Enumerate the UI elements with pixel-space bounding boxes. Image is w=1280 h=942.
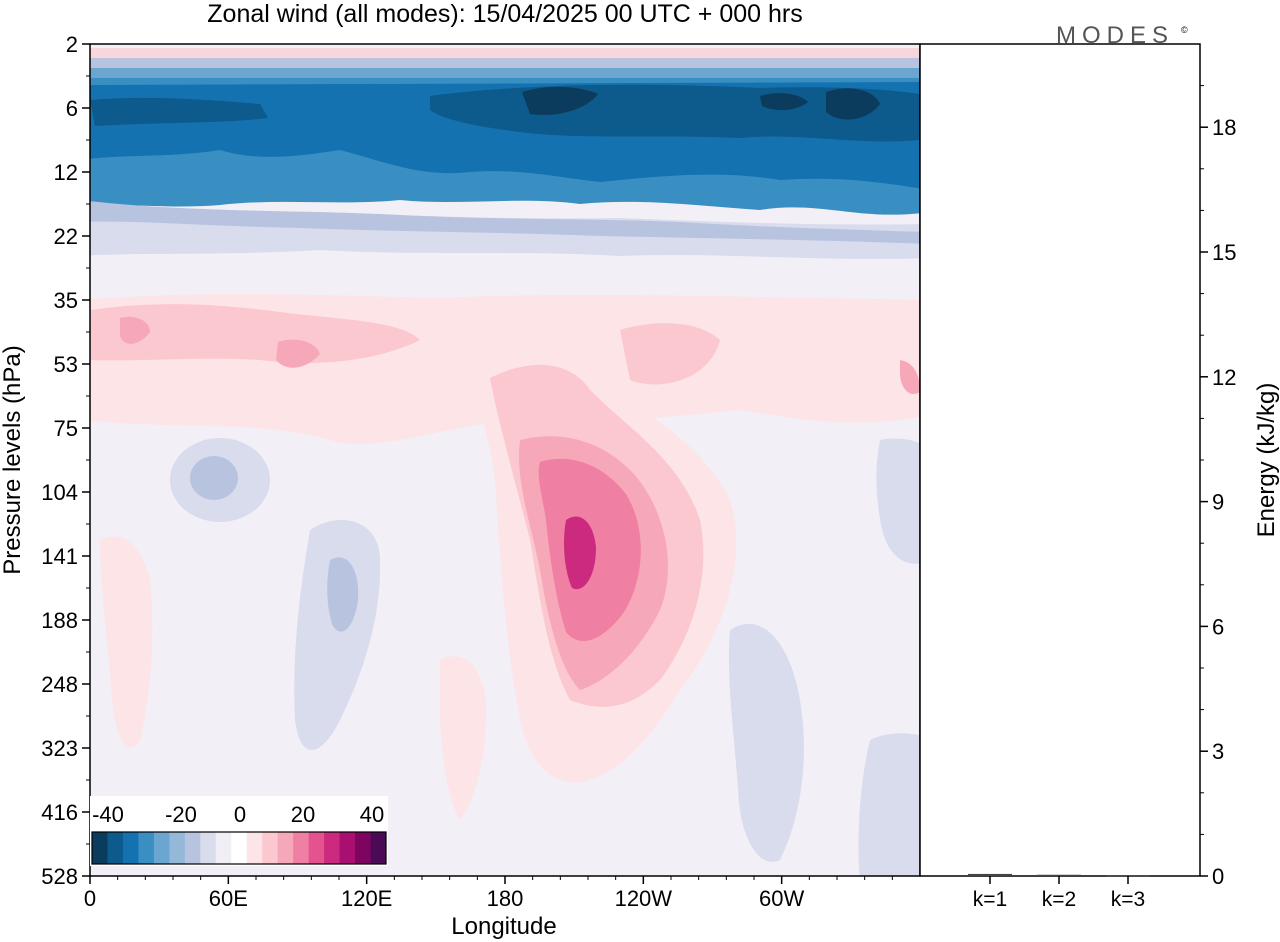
energy-bar-k=2 (1037, 874, 1081, 876)
band-transition-2 (90, 201, 920, 244)
pressure-tick-label: 35 (54, 288, 78, 313)
colorbar-swatch (107, 832, 124, 864)
colorbar-label: 40 (360, 802, 384, 827)
colorbar-swatch (324, 832, 341, 864)
jet-core-1 (522, 86, 598, 116)
easterly-patch-5 (858, 733, 920, 876)
colorbar-swatch (92, 832, 108, 864)
colorbar-label: 20 (291, 802, 315, 827)
westerly-max-west-2 (276, 339, 320, 368)
westerly-patch-east (620, 323, 720, 385)
longitude-tick-label: 120E (341, 886, 392, 911)
energy-tick-label: 3 (1212, 739, 1224, 764)
pressure-tick-label: 141 (41, 544, 78, 569)
colorbar-swatch (308, 832, 325, 864)
colorbar-swatch (231, 832, 248, 864)
westerly-lower-2 (440, 656, 487, 820)
chart-title: Zonal wind (all modes): 15/04/2025 00 UT… (207, 0, 802, 28)
pressure-tick-label: 528 (41, 864, 78, 889)
x-axis-label: Longitude (451, 913, 556, 940)
colorbar-label: -20 (165, 802, 197, 827)
westerly-patch-west (90, 304, 420, 364)
energy-tick-label: 18 (1212, 115, 1236, 140)
pressure-tick-label: 323 (41, 736, 78, 761)
longitude-tick-label: 180 (487, 886, 524, 911)
energy-bars: k=1 k=2 k=3 (968, 873, 1150, 911)
energy-tick-label: 0 (1212, 864, 1224, 889)
pressure-tick-label: 53 (54, 352, 78, 377)
easterly-patch-1-core (190, 456, 238, 500)
colorbar-label: -40 (92, 802, 124, 827)
longitude-axis: 0 60E 120E 180 120W 60W (84, 876, 893, 911)
energy-category-label: k=1 (973, 888, 1007, 911)
longitude-tick-label: 60E (209, 886, 248, 911)
colorbar-swatch (184, 832, 201, 864)
colorbar-swatch (355, 832, 372, 864)
longitude-tick-label: 60W (759, 886, 804, 911)
pressure-axis: 2 6 12 22 35 53 75 104 141 188 248 323 416 528 (41, 32, 90, 889)
core-easterly-west (90, 97, 268, 126)
colorbar-swatch (200, 832, 217, 864)
colorbar-swatch (277, 832, 294, 864)
colorbar-label: 0 (234, 802, 246, 827)
jet-core-3 (760, 93, 808, 111)
wind-field (90, 44, 920, 876)
energy-bar-k=3 (1106, 875, 1150, 877)
longitude-tick-label: 120W (615, 886, 673, 911)
colorbar-swatch (339, 832, 356, 864)
colorbar-frame (91, 831, 387, 865)
energy-tick-label: 15 (1212, 240, 1236, 265)
pressure-tick-label: 2 (66, 32, 78, 57)
easterly-patch-4 (876, 438, 920, 564)
pressure-tick-label: 75 (54, 416, 78, 441)
pressure-tick-label: 12 (54, 160, 78, 185)
colorbar-swatch (153, 832, 170, 864)
energy-panel (919, 43, 1201, 877)
westerly-lower-1 (100, 536, 153, 748)
colorbar-swatch (122, 832, 139, 864)
brand-mark: © (1181, 25, 1188, 35)
colorbar-swatch (215, 832, 232, 864)
colorbar-swatch (293, 832, 310, 864)
easterly-patch-3 (728, 623, 804, 862)
jet-core-2 (826, 88, 880, 120)
pressure-tick-label: 22 (54, 224, 78, 249)
jet-core (564, 516, 596, 590)
band-top-positive (90, 48, 920, 60)
pressure-tick-label: 104 (41, 480, 78, 505)
colorbar: -40 -20 0 20 40 (90, 796, 388, 866)
energy-tick-label: 12 (1212, 365, 1236, 390)
energy-bar-k=1 (968, 873, 1012, 876)
colorbar-swatch (370, 832, 387, 864)
energy-tick-label: 6 (1212, 614, 1224, 639)
pressure-tick-label: 416 (41, 800, 78, 825)
colorbar-swatch (262, 832, 279, 864)
pressure-tick-label: 6 (66, 96, 78, 121)
y-axis-label-right: Energy (kJ/kg) (1253, 383, 1280, 538)
colorbar-swatch (138, 832, 155, 864)
energy-category-label: k=2 (1042, 888, 1076, 911)
westerly-max-edge (900, 360, 920, 395)
energy-tick-label: 9 (1212, 490, 1224, 515)
colorbar-swatch (169, 832, 186, 864)
pressure-tick-label: 188 (41, 608, 78, 633)
energy-category-label: k=3 (1111, 888, 1145, 911)
easterly-patch-2 (294, 520, 381, 750)
colorbar-swatch (246, 832, 263, 864)
y-axis-label-left: Pressure levels (hPa) (0, 345, 26, 574)
energy-axis: 0 3 6 9 12 15 18 (1200, 85, 1236, 889)
westerly-max-west (120, 316, 150, 344)
easterly-patch-2-core (327, 557, 359, 632)
longitude-tick-label: 0 (84, 886, 96, 911)
pressure-tick-label: 248 (41, 672, 78, 697)
